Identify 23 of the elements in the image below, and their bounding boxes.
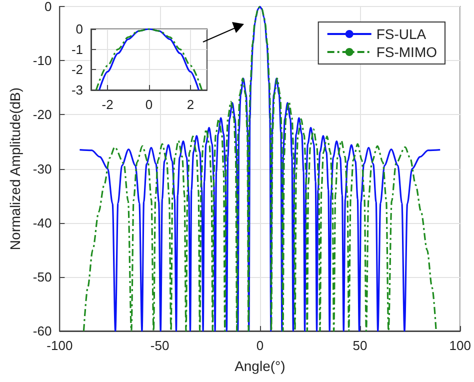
y-tick-label: -2 (71, 62, 83, 78)
y-tick-label: -50 (32, 269, 52, 284)
legend-label: FS-MIMO (376, 44, 438, 60)
y-tick-label: -3 (71, 82, 83, 98)
x-tick-label: 0 (256, 338, 264, 353)
x-tick-label: 0 (145, 97, 153, 112)
x-tick-label: 50 (352, 338, 368, 353)
x-tick-label: -50 (150, 338, 170, 353)
y-tick-label: -30 (32, 161, 52, 176)
y-axis-title: Normalized Amplitude(dB) (7, 87, 23, 250)
y-tick-label: -60 (32, 324, 52, 338)
y-tick-label: -20 (32, 107, 52, 122)
x-tick-label: -100 (46, 338, 73, 353)
x-tick-label: 2 (186, 97, 194, 112)
x-tick-label: -2 (102, 97, 114, 112)
x-tick-label: 100 (449, 338, 472, 353)
y-tick-label: -1 (71, 42, 83, 57)
y-tick-label: 0 (76, 22, 83, 36)
y-tick-label: 0 (44, 0, 52, 14)
y-tick-label: -10 (32, 53, 52, 68)
x-axis-title: Angle(°) (234, 358, 286, 374)
y-tick-label: -40 (32, 215, 52, 230)
legend-label: FS-ULA (376, 26, 427, 42)
